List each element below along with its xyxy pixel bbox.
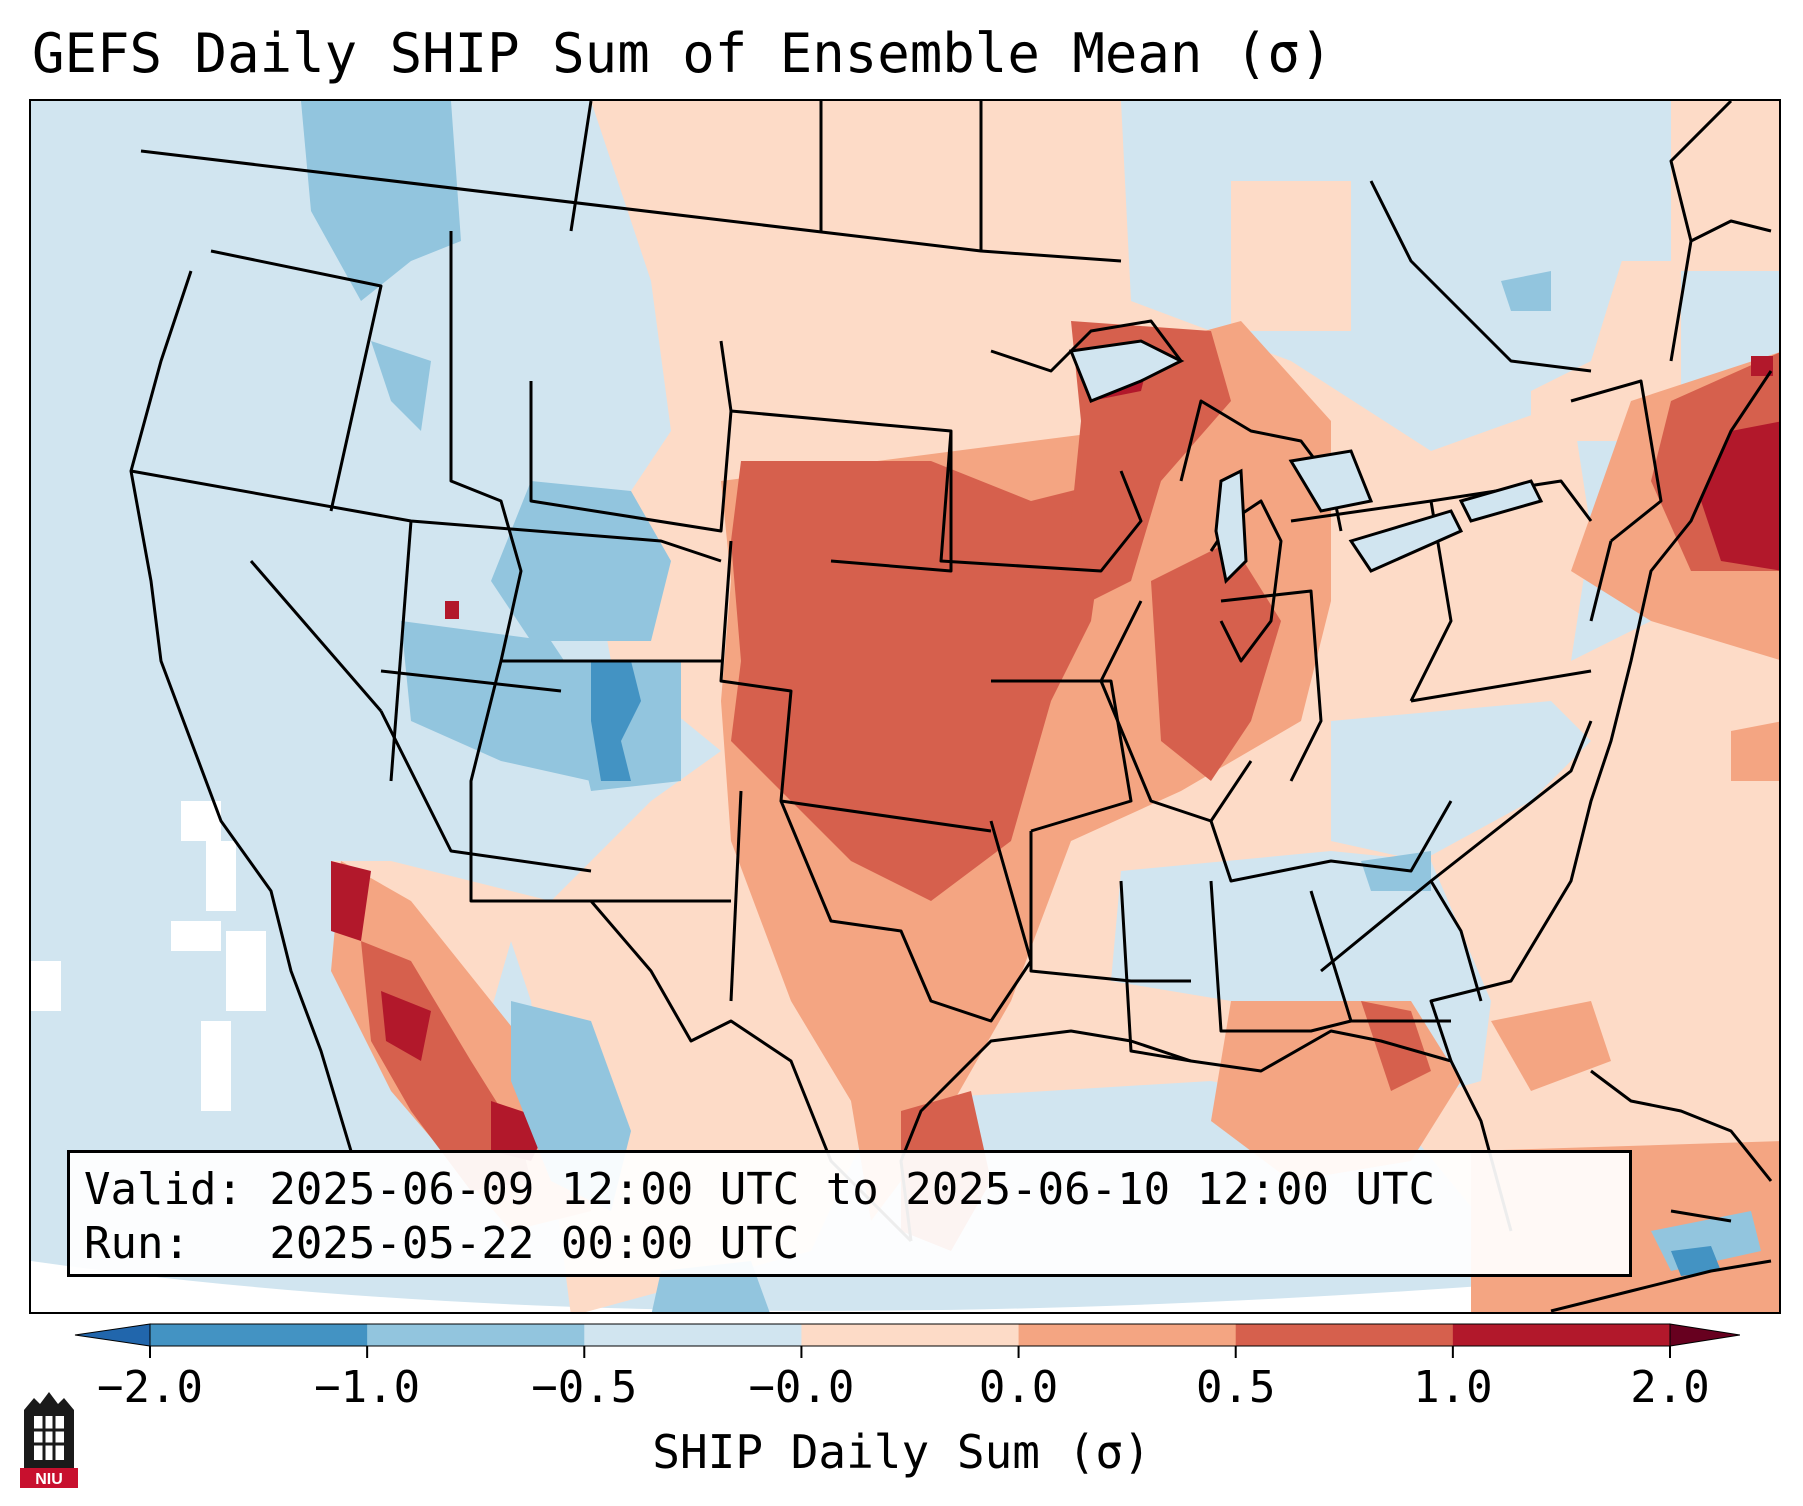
colorbar-segment: [150, 1324, 368, 1346]
colorbar-tick-label: 0.5: [1195, 1362, 1276, 1413]
colorbar-segment: [1018, 1324, 1237, 1346]
political-borders: [129, 101, 1772, 1152]
colorbar: [60, 1310, 1741, 1366]
colorbar-tick-label: −0.0: [748, 1362, 855, 1413]
colorbar-segment: [584, 1324, 802, 1346]
coastline: [589, 370, 1773, 1312]
no-data-patches: [31, 801, 266, 1111]
valid-time-text: Valid: 2025-06-09 12:00 UTC to 2025-06-1…: [84, 1164, 1436, 1215]
colorbar-max-extend: [1669, 1323, 1741, 1347]
colorbar-tick-label: −2.0: [97, 1362, 203, 1413]
projection-edge: [31, 1261, 1779, 1312]
colorbar-tick-label: −1.0: [314, 1362, 421, 1413]
colorbar-tick-label: −0.5: [531, 1362, 638, 1413]
colorbar-segment: [1235, 1324, 1454, 1346]
anomaly-lt-neg-1.0: [591, 661, 1721, 1276]
great-lakes: [1068, 339, 1544, 585]
logo-text: NIU: [35, 1471, 63, 1488]
valid-run-info-box: Valid: 2025-06-09 12:00 UTC to 2025-06-1…: [67, 1150, 1632, 1277]
niu-logo: NIU: [20, 1392, 78, 1488]
colorbar-tick-label: 1.0: [1413, 1362, 1493, 1413]
colorbar-segment: [367, 1324, 585, 1346]
anomaly-map: [31, 101, 1779, 1312]
colorbar-min-extend: [74, 1323, 151, 1347]
colorbar-label: SHIP Daily Sum (σ): [652, 1425, 1151, 1479]
run-time-text: Run: 2025-05-22 00:00 UTC: [84, 1218, 800, 1269]
colorbar-segment: [1452, 1324, 1671, 1346]
colorbar-tick-label: 0.0: [978, 1362, 1059, 1413]
chart-title: GEFS Daily SHIP Sum of Ensemble Mean (σ): [32, 22, 1333, 85]
colorbar-segment: [801, 1324, 1020, 1346]
map-panel: [29, 99, 1781, 1314]
colorbar-graphic: [74, 1323, 1741, 1358]
colorbar-tick-label: 2.0: [1630, 1362, 1710, 1413]
